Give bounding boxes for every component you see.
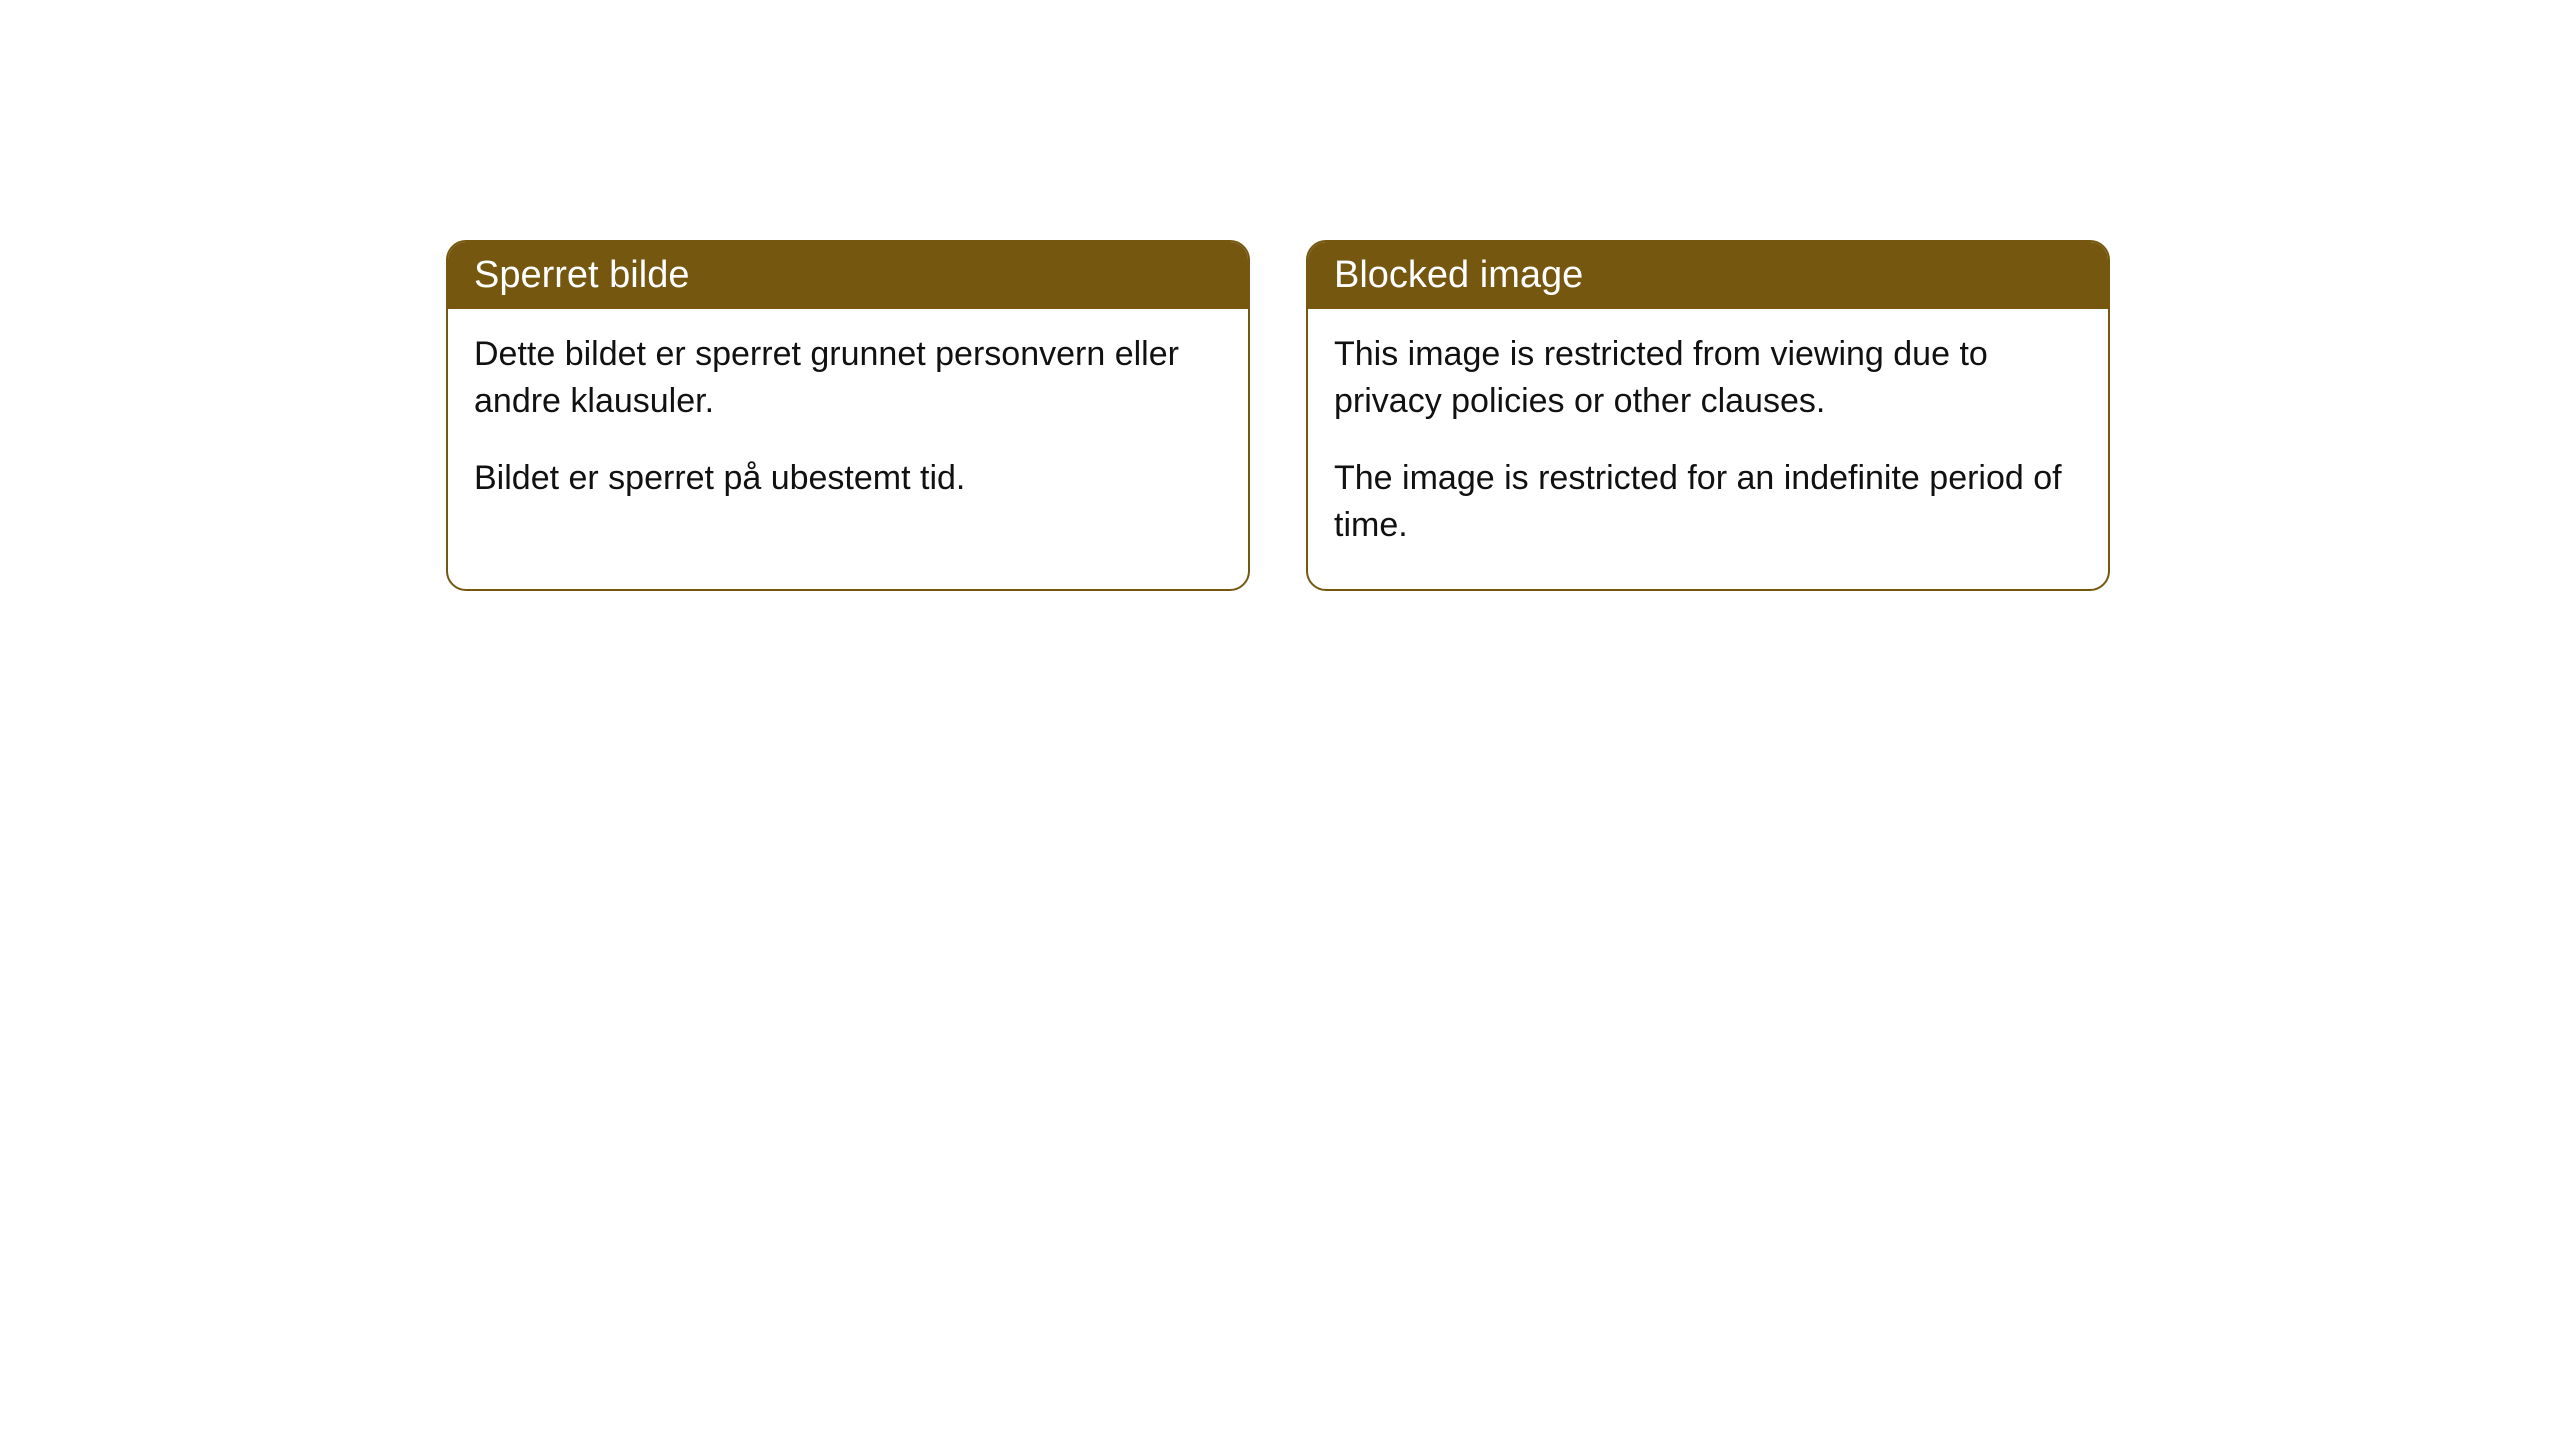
card-paragraph-no-1: Dette bildet er sperret grunnet personve…	[474, 331, 1222, 425]
card-paragraph-no-2: Bildet er sperret på ubestemt tid.	[474, 455, 1222, 502]
card-body-no: Dette bildet er sperret grunnet personve…	[448, 309, 1248, 542]
card-paragraph-en-1: This image is restricted from viewing du…	[1334, 331, 2082, 425]
card-title-no: Sperret bilde	[474, 254, 689, 296]
card-title-en: Blocked image	[1334, 254, 1583, 296]
card-header-en: Blocked image	[1308, 242, 2108, 309]
blocked-image-card-no: Sperret bilde Dette bildet er sperret gr…	[446, 240, 1250, 591]
card-header-no: Sperret bilde	[448, 242, 1248, 309]
card-body-en: This image is restricted from viewing du…	[1308, 309, 2108, 589]
blocked-image-card-en: Blocked image This image is restricted f…	[1306, 240, 2110, 591]
card-paragraph-en-2: The image is restricted for an indefinit…	[1334, 455, 2082, 549]
card-container: Sperret bilde Dette bildet er sperret gr…	[0, 0, 2560, 591]
